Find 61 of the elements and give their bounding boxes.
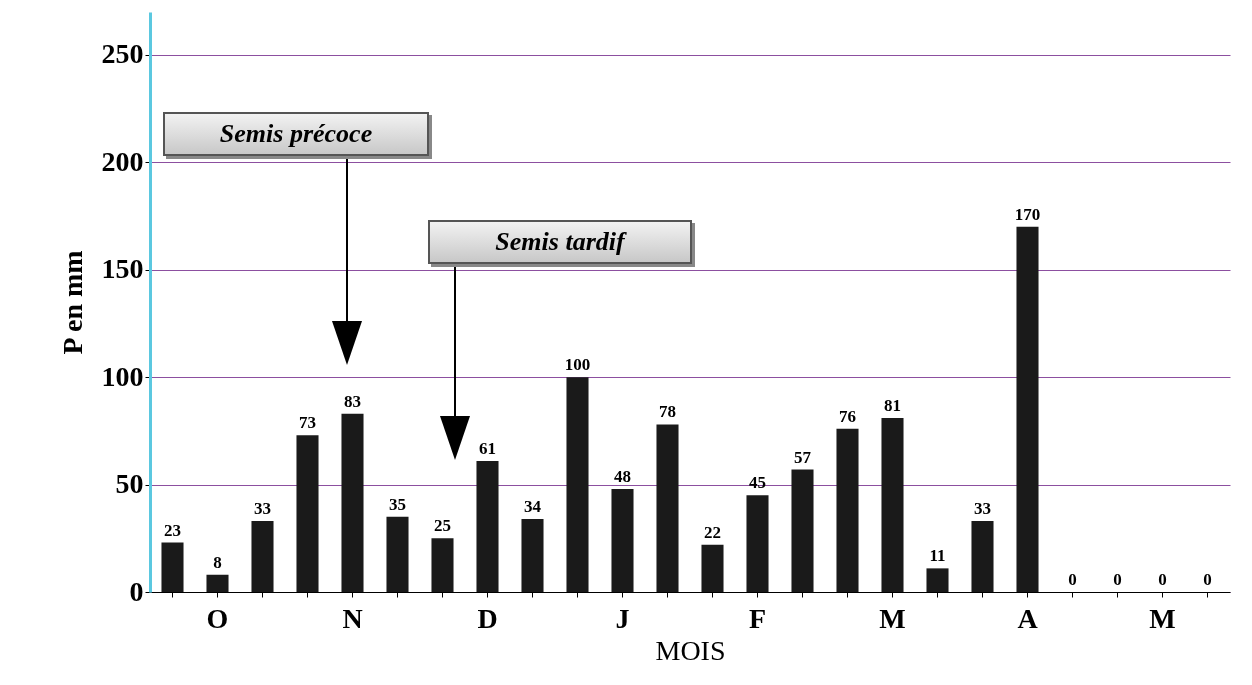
data-label: 0 (1068, 570, 1077, 589)
data-label: 170 (1014, 204, 1041, 224)
data-label: 76 (839, 406, 856, 426)
bar (386, 516, 409, 592)
bar (566, 377, 589, 592)
x-tick-label: A (1017, 602, 1039, 634)
bar (296, 435, 319, 592)
bar (836, 428, 859, 592)
callout-box: Semis tardif (428, 220, 692, 264)
y-axis-title: P en mm (56, 250, 88, 355)
x-axis-title: MOIS (655, 634, 726, 666)
x-tick-label: D (477, 602, 498, 634)
bar (791, 469, 814, 592)
data-label: 11 (929, 546, 946, 566)
y-tick-label: 100 (101, 360, 144, 392)
x-tick-label: M (1149, 602, 1176, 634)
bar (476, 460, 499, 592)
data-label: 33 (974, 499, 991, 519)
data-label: 25 (434, 516, 451, 536)
data-label: 0 (1158, 570, 1167, 589)
y-tick-label: 50 (115, 468, 144, 500)
x-tick-label: F (748, 602, 767, 634)
data-label: 61 (479, 438, 496, 458)
y-tick-label: 200 (101, 145, 144, 177)
data-label: 0 (1203, 570, 1212, 589)
data-label: 100 (564, 355, 591, 375)
data-label: 23 (164, 520, 181, 540)
bar (971, 521, 994, 592)
x-tick-label: M (879, 602, 906, 634)
bar (206, 574, 229, 592)
data-label: 73 (299, 413, 316, 433)
bar (431, 538, 454, 592)
y-tick-label: 0 (129, 575, 144, 607)
bar (881, 418, 904, 592)
bar (611, 488, 634, 592)
y-tick-label: 250 (101, 38, 144, 70)
bar (251, 521, 274, 592)
data-label: 35 (389, 494, 406, 514)
bar (926, 568, 949, 592)
bar (521, 518, 544, 592)
callout-box: Semis précoce (163, 112, 429, 156)
data-label: 83 (344, 391, 361, 411)
x-tick-label: N (342, 602, 363, 634)
bar (161, 542, 184, 592)
data-label: 22 (704, 522, 721, 542)
data-label: 78 (659, 402, 676, 422)
bar (341, 413, 364, 592)
data-label: 33 (254, 499, 271, 519)
bar (656, 424, 679, 592)
bar (746, 495, 769, 592)
data-label: 0 (1113, 570, 1122, 589)
bar (701, 544, 724, 592)
data-label: 8 (213, 552, 222, 572)
x-tick-label: O (206, 602, 229, 634)
data-label: 34 (524, 496, 542, 516)
data-label: 48 (614, 466, 631, 486)
x-tick-label: J (615, 602, 630, 634)
data-label: 57 (794, 447, 812, 467)
data-label: 81 (884, 396, 901, 415)
bar (1016, 226, 1039, 592)
y-tick-label: 150 (101, 253, 144, 285)
